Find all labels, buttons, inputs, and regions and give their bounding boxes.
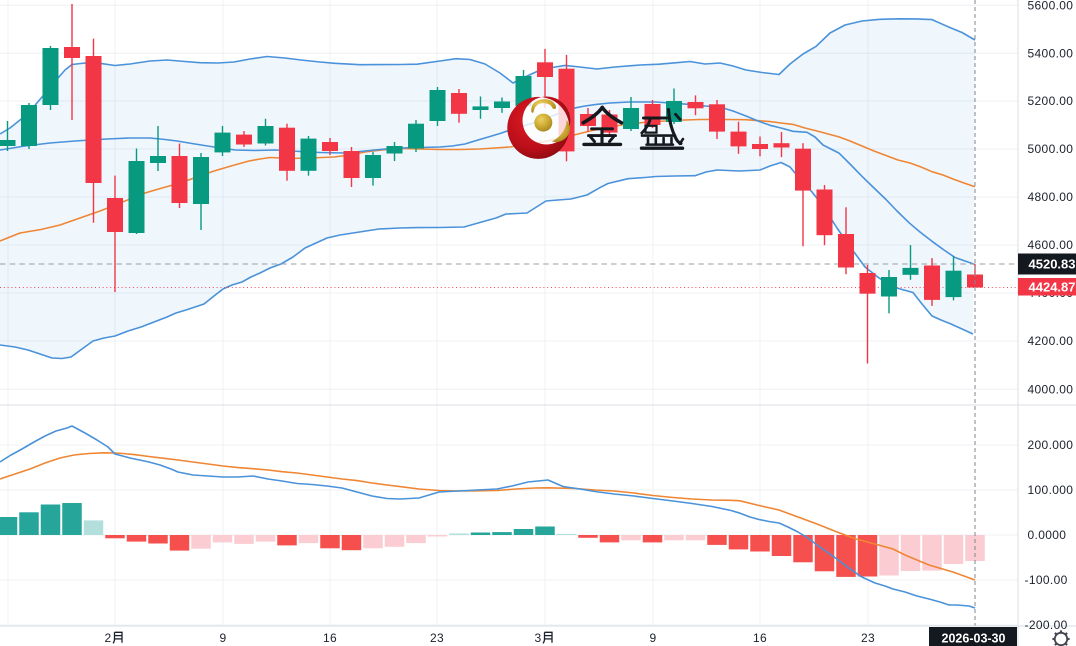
- svg-text:9: 9: [649, 631, 656, 645]
- svg-text:-100.00: -100.00: [1025, 573, 1068, 587]
- svg-text:4520.83: 4520.83: [1029, 257, 1076, 272]
- svg-text:200.000: 200.000: [1028, 438, 1074, 452]
- svg-text:2026-03-30: 2026-03-30: [942, 631, 1006, 645]
- svg-text:4800.00: 4800.00: [1028, 190, 1074, 204]
- svg-text:23: 23: [430, 631, 444, 645]
- svg-text:100.000: 100.000: [1028, 483, 1074, 497]
- svg-text:-200.00: -200.00: [1025, 618, 1068, 632]
- svg-text:5600.00: 5600.00: [1028, 0, 1074, 13]
- svg-text:3: 3: [534, 631, 541, 645]
- svg-text:16: 16: [753, 631, 767, 645]
- svg-text:4200.00: 4200.00: [1028, 334, 1074, 348]
- svg-text:2: 2: [104, 631, 111, 645]
- svg-text:16: 16: [323, 631, 337, 645]
- svg-text:9: 9: [219, 631, 226, 645]
- svg-text:4424.87: 4424.87: [1029, 280, 1076, 295]
- svg-text:5200.00: 5200.00: [1028, 94, 1074, 108]
- svg-text:23: 23: [861, 631, 875, 645]
- svg-text:0.0000: 0.0000: [1028, 528, 1067, 542]
- svg-text:4000.00: 4000.00: [1028, 383, 1074, 397]
- svg-text:4600.00: 4600.00: [1028, 238, 1074, 252]
- svg-text:5400.00: 5400.00: [1028, 47, 1074, 61]
- svg-text:5000.00: 5000.00: [1028, 142, 1074, 156]
